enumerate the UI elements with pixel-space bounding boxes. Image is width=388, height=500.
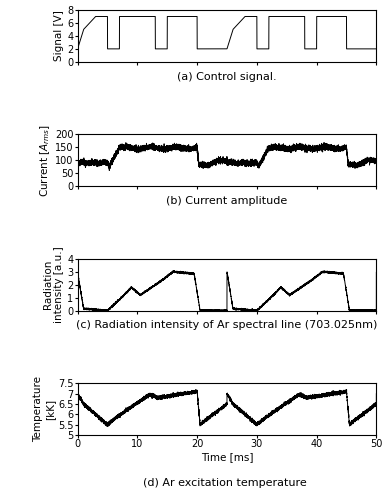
X-axis label: Time [ms]: Time [ms] <box>201 452 253 462</box>
X-axis label: (b) Current amplitude: (b) Current amplitude <box>166 196 288 206</box>
X-axis label: (c) Radiation intensity of Ar spectral line (703.025nm): (c) Radiation intensity of Ar spectral l… <box>76 320 378 330</box>
X-axis label: (a) Control signal.: (a) Control signal. <box>177 72 277 82</box>
Y-axis label: Signal [V]: Signal [V] <box>54 10 64 62</box>
Y-axis label: Radiation
intensity [a.u.]: Radiation intensity [a.u.] <box>43 246 64 323</box>
Y-axis label: Current [$A_{rms}$]: Current [$A_{rms}$] <box>38 124 52 197</box>
Text: (d) Ar excitation temperature: (d) Ar excitation temperature <box>143 478 307 488</box>
Y-axis label: Temperature
[kK]: Temperature [kK] <box>33 376 55 442</box>
